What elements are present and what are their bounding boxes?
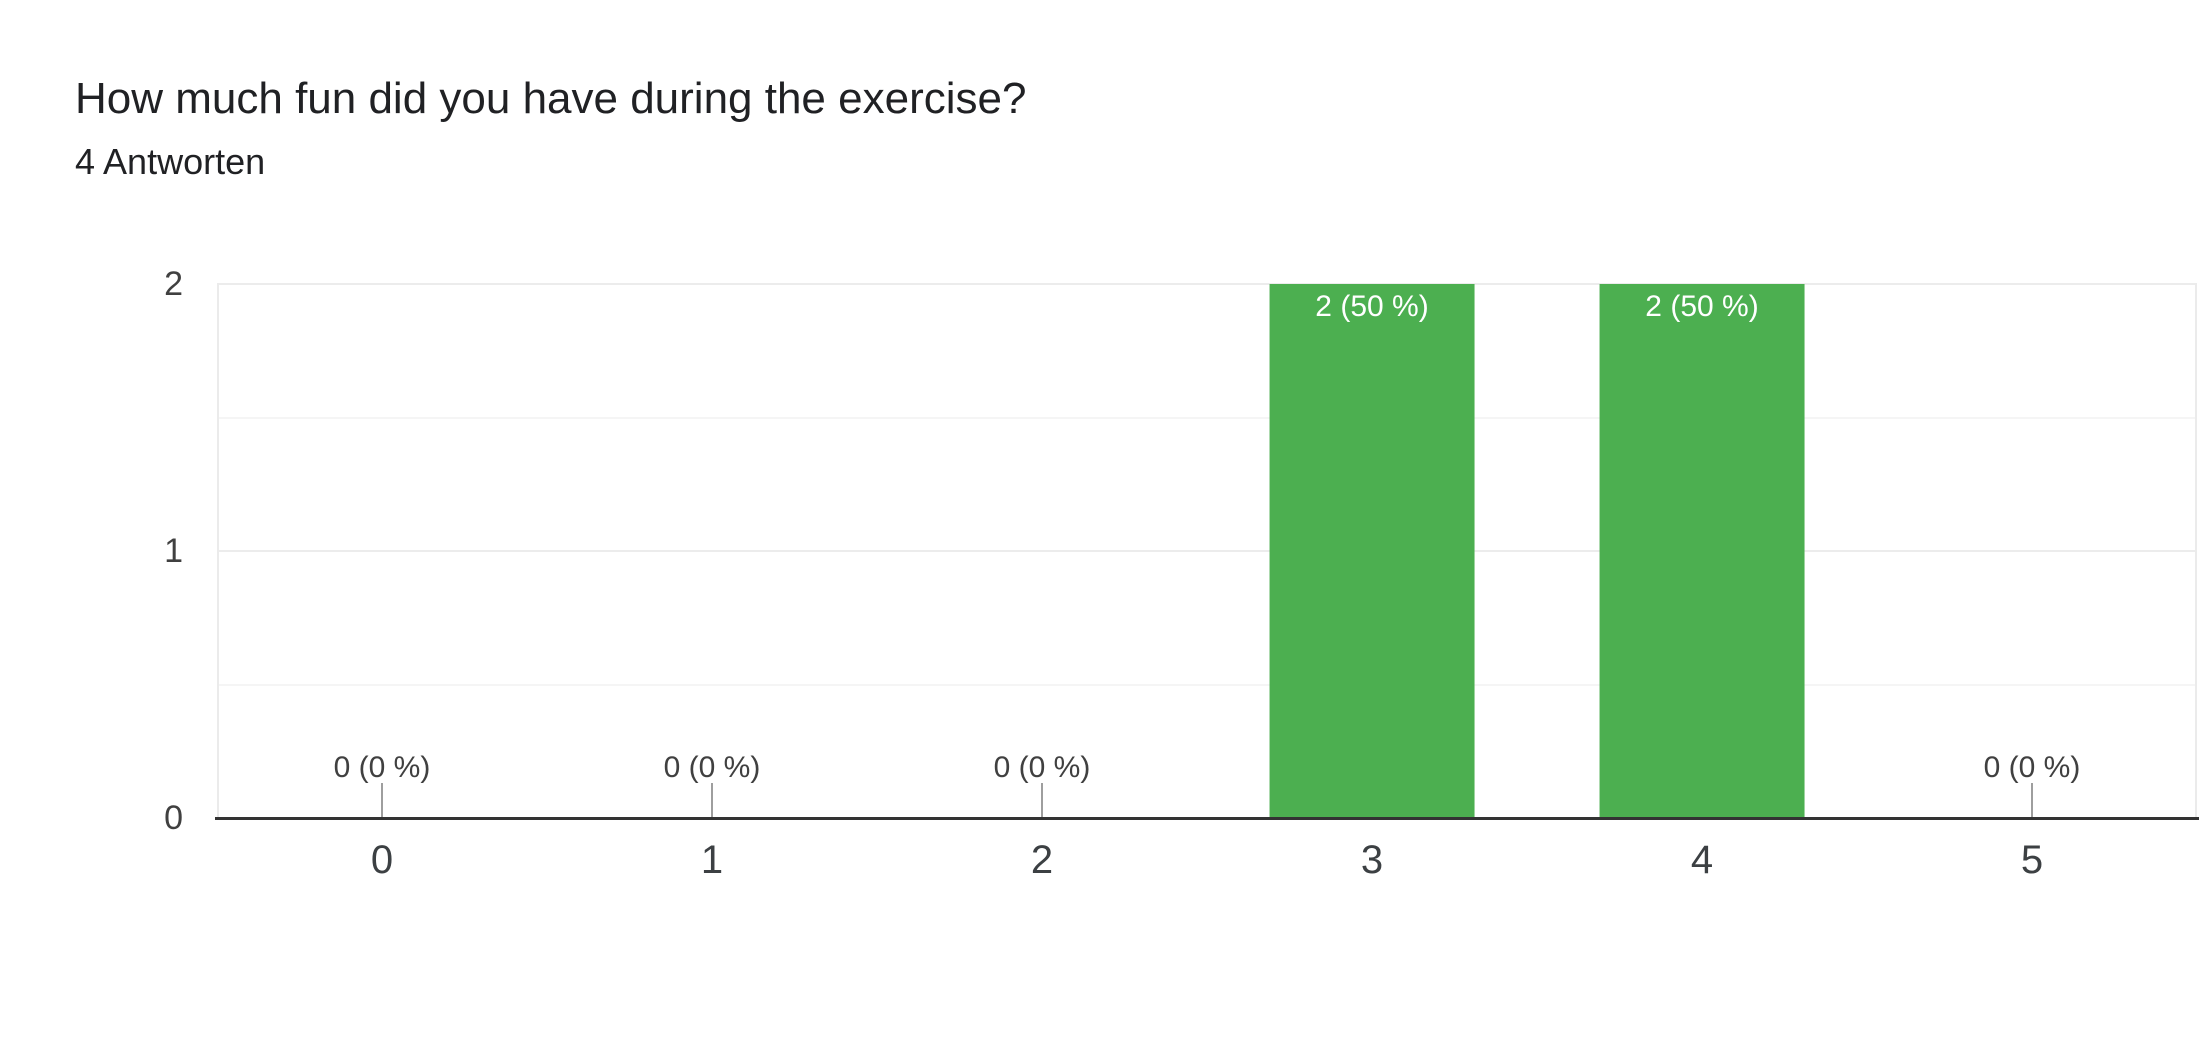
zero-value-label: 0 (0 %) — [993, 751, 1091, 784]
bar[interactable]: 2 (50 %) — [1599, 284, 1805, 818]
zero-value-label: 0 (0 %) — [663, 751, 761, 784]
gridline-y-1 — [217, 550, 2197, 552]
x-axis-label: 4 — [1690, 838, 1714, 882]
y-axis-label: 0 — [164, 799, 183, 837]
gridline-y-0-5 — [217, 683, 2197, 686]
x-axis-label: 1 — [700, 838, 724, 882]
category-cell: 1 0 (0 %) — [547, 284, 877, 881]
gridline-y-2 — [217, 283, 2197, 285]
x-axis-label: 3 — [1360, 838, 1384, 882]
category-cell: 3 2 (50 %) — [1207, 284, 1537, 880]
plot-left-border — [217, 283, 219, 818]
category-cell: 5 0 (0 %) — [1867, 284, 2197, 881]
zero-value-label: 0 (0 %) — [1983, 751, 2081, 784]
y-axis-label: 2 — [164, 265, 183, 303]
gridline-y-1-5 — [217, 416, 2197, 419]
bar-value-label: 2 (50 %) — [1315, 290, 1429, 323]
category-tick — [711, 783, 713, 818]
x-axis-line — [215, 817, 2199, 820]
plot-right-border — [2195, 283, 2197, 818]
category-cell: 2 0 (0 %) — [877, 284, 1207, 881]
category-tick — [2031, 783, 2033, 818]
bar[interactable]: 2 (50 %) — [1269, 284, 1475, 818]
category-cell: 4 2 (50 %) — [1537, 284, 1867, 880]
plot-area: 0 1 2 0 0 (0 %) 1 0 (0 %) 2 0 (0 %) 3 2 (50 %) 4 2 (… — [164, 267, 2199, 881]
zero-value-label: 0 (0 %) — [333, 751, 431, 784]
category-tick — [381, 783, 383, 818]
y-axis-label: 1 — [164, 532, 183, 570]
question-title: How much fun did you have during the exe… — [75, 74, 1027, 123]
x-axis-label: 5 — [2020, 838, 2044, 882]
answers-count: 4 Antworten — [75, 141, 266, 182]
category-tick — [1041, 783, 1043, 818]
category-cell: 0 0 (0 %) — [217, 284, 547, 881]
x-axis-label: 0 — [370, 838, 394, 882]
bar-value-label: 2 (50 %) — [1645, 290, 1759, 323]
x-axis-label: 2 — [1030, 838, 1054, 882]
